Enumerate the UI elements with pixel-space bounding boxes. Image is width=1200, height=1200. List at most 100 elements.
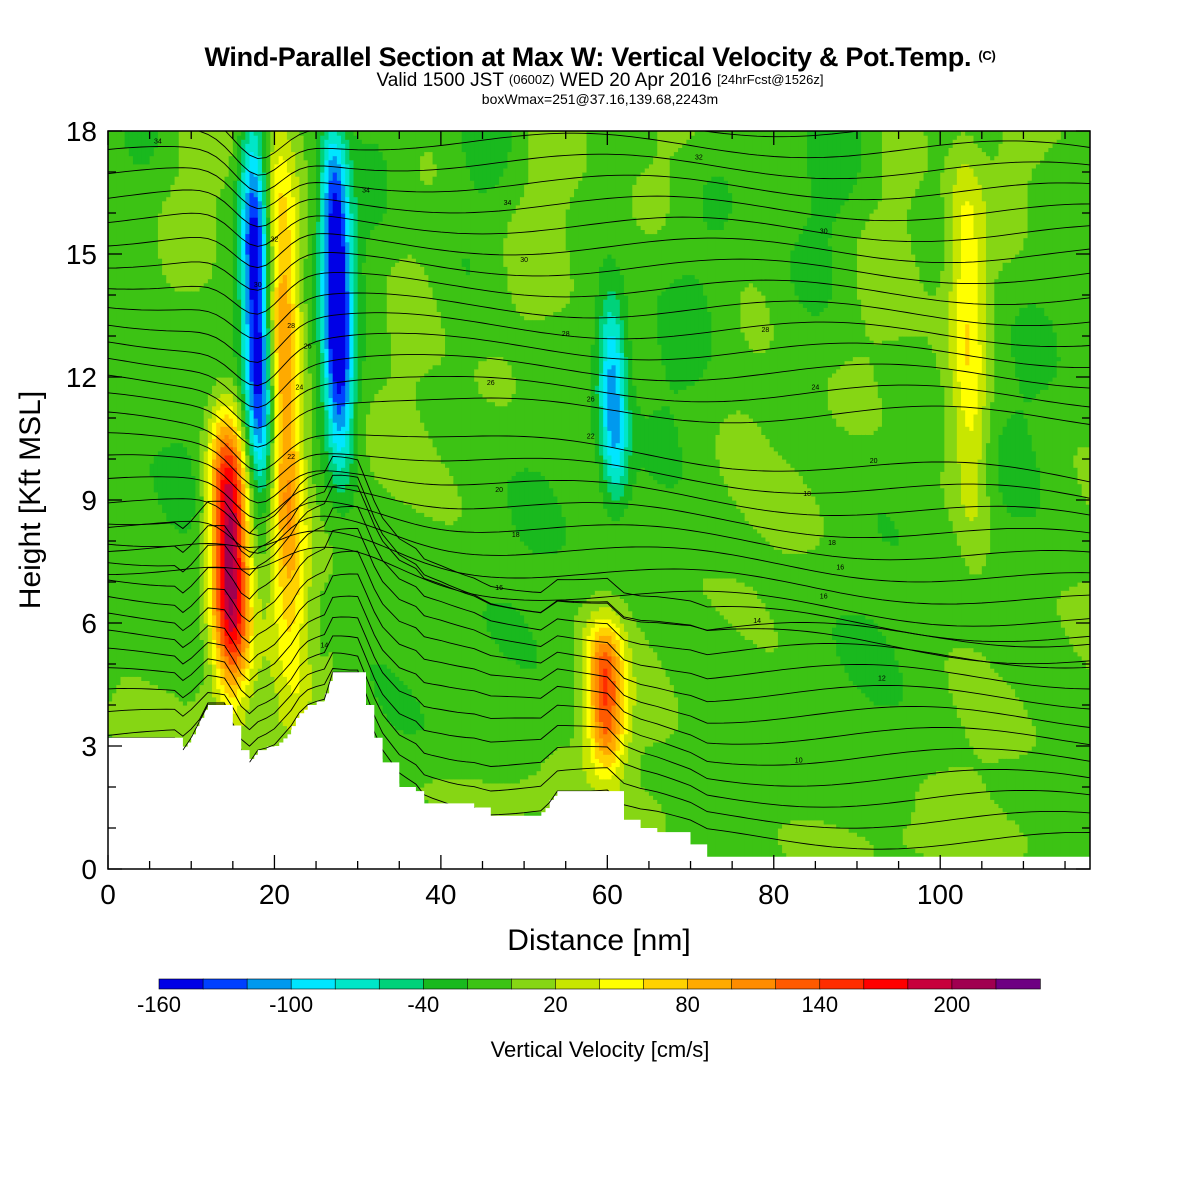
velocity-cell <box>303 258 309 304</box>
velocity-cell <box>678 389 683 448</box>
velocity-cell <box>990 131 995 161</box>
velocity-cell <box>748 282 754 349</box>
velocity-cell <box>286 528 292 579</box>
velocity-cell <box>869 131 875 214</box>
velocity-cell <box>374 393 380 481</box>
velocity-cell <box>915 852 920 858</box>
velocity-cell <box>228 467 234 485</box>
velocity-cell <box>216 422 221 435</box>
velocity-cell <box>428 368 434 440</box>
velocity-cell <box>952 647 958 706</box>
velocity-cell <box>511 393 517 476</box>
velocity-cell <box>886 643 891 706</box>
velocity-cell <box>178 442 184 534</box>
velocity-cell <box>241 561 246 636</box>
velocity-cell <box>1073 467 1079 587</box>
velocity-cell <box>761 131 767 296</box>
velocity-cell <box>415 700 421 731</box>
velocity-cell <box>311 344 317 485</box>
velocity-cell <box>877 397 883 427</box>
velocity-cell <box>611 750 617 763</box>
velocity-cell <box>324 409 330 452</box>
velocity-cell <box>985 553 991 661</box>
velocity-cell <box>919 282 925 337</box>
velocity-cell <box>694 278 700 382</box>
velocity-cell <box>1027 131 1033 181</box>
velocity-cell <box>911 848 916 858</box>
velocity-cell <box>228 377 234 394</box>
velocity-cell <box>395 729 400 784</box>
theta-contour-label: 26 <box>487 380 495 387</box>
velocity-cell <box>881 512 887 542</box>
velocity-cell <box>948 766 954 858</box>
velocity-cell <box>266 659 271 747</box>
velocity-cell <box>245 454 251 472</box>
velocity-cell <box>1031 516 1037 727</box>
velocity-cell <box>1019 516 1025 702</box>
velocity-cell <box>345 483 350 513</box>
velocity-cell <box>919 131 925 181</box>
theta-contour-label: 26 <box>587 397 595 404</box>
velocity-cell <box>944 155 950 509</box>
velocity-cell <box>341 426 346 448</box>
velocity-cell <box>719 422 725 476</box>
velocity-cell <box>640 467 646 632</box>
velocity-cell <box>228 426 234 440</box>
velocity-cell <box>761 602 767 649</box>
theta-contour <box>108 332 1090 387</box>
velocity-cell <box>802 307 808 485</box>
velocity-cell <box>445 778 450 804</box>
velocity-cell <box>665 213 671 288</box>
velocity-cell <box>998 807 1004 858</box>
velocity-cell <box>236 180 242 300</box>
velocity-cell <box>1048 319 1054 382</box>
velocity-cell <box>507 131 513 153</box>
velocity-cell <box>977 459 983 575</box>
velocity-cell <box>241 635 246 653</box>
velocity-cell <box>836 368 841 427</box>
velocity-cell <box>474 381 479 780</box>
velocity-cell <box>220 426 226 440</box>
velocity-cell <box>732 413 737 501</box>
velocity-cell <box>1015 516 1020 698</box>
velocity-cell <box>640 413 646 468</box>
velocity-cell <box>499 405 504 604</box>
velocity-cell <box>549 553 554 755</box>
velocity-cell <box>873 705 879 858</box>
velocity-cell <box>1056 360 1062 599</box>
velocity-cell <box>661 364 667 407</box>
velocity-cell <box>1065 590 1070 636</box>
velocity-cell <box>432 176 438 300</box>
velocity-cell <box>644 746 650 792</box>
velocity-cell <box>969 430 975 522</box>
velocity-cell <box>224 467 230 485</box>
velocity-cell <box>956 647 962 718</box>
velocity-cell <box>965 516 970 567</box>
velocity-cell <box>241 172 246 210</box>
velocity-cell <box>228 614 234 632</box>
theta-contour <box>108 530 1090 605</box>
velocity-cell <box>894 705 900 858</box>
velocity-cell <box>166 446 172 522</box>
velocity-cell <box>594 774 600 792</box>
velocity-cell <box>249 516 255 558</box>
velocity-cell <box>511 659 517 784</box>
velocity-cell <box>486 356 492 403</box>
velocity-cell <box>615 266 621 300</box>
theta-contour-label: 18 <box>803 491 811 498</box>
velocity-cell <box>436 131 442 312</box>
velocity-cell <box>886 131 891 341</box>
velocity-cell <box>961 557 966 649</box>
velocity-cell <box>1031 746 1037 858</box>
velocity-cell <box>216 688 221 706</box>
velocity-cell <box>881 635 887 706</box>
velocity-cell <box>249 192 255 218</box>
velocity-cell <box>336 163 342 181</box>
velocity-cell <box>453 778 459 804</box>
velocity-cell <box>1031 397 1037 452</box>
velocity-cell <box>236 479 242 505</box>
velocity-cell <box>440 327 446 358</box>
theta-contour <box>108 668 1090 829</box>
velocity-cell <box>578 180 583 608</box>
